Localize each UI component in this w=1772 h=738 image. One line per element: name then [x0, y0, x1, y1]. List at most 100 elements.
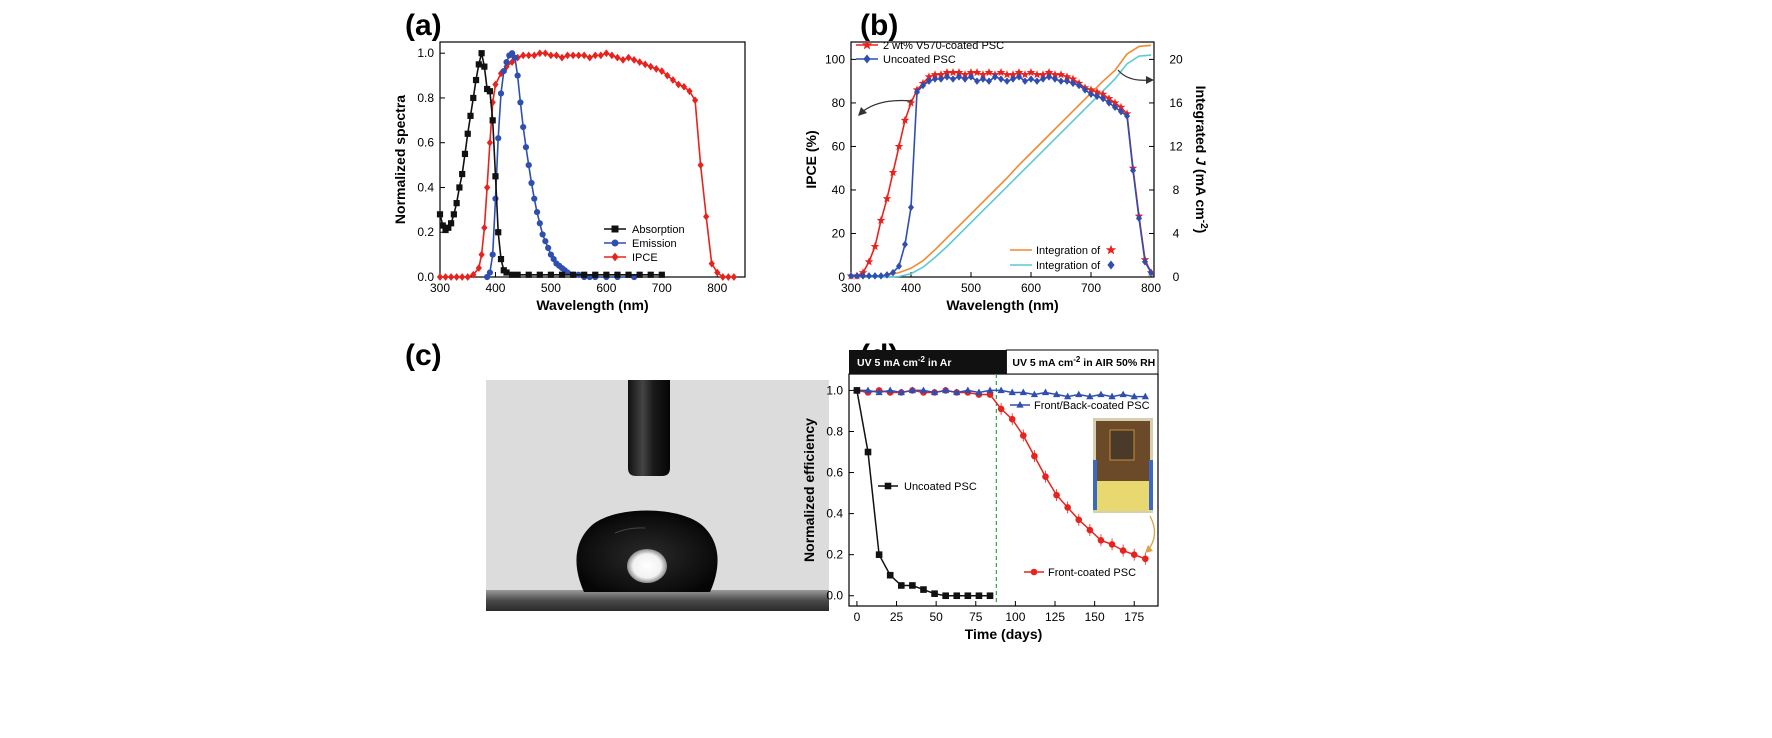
label-front: Front-coated PSC — [1024, 567, 1136, 579]
y2-axis-label-part: -2 — [1199, 220, 1210, 229]
left-axis-arrow — [861, 99, 913, 113]
data-point — [1088, 90, 1094, 98]
data-point — [964, 386, 972, 394]
y2-axis-label-part: Integrated — [1193, 86, 1209, 158]
data-point — [550, 255, 557, 263]
label-front-back: Front/Back-coated PSC — [1010, 400, 1150, 412]
data-point — [619, 56, 627, 64]
x-tick-label: 600 — [1021, 281, 1041, 295]
data-point — [920, 586, 927, 593]
inset-pointer-arrow — [1147, 515, 1156, 551]
data-point — [1050, 70, 1060, 79]
data-point — [603, 49, 610, 58]
data-point — [542, 49, 549, 58]
data-point — [1032, 70, 1042, 79]
contact-angle-photo — [486, 380, 829, 611]
data-point — [1148, 268, 1154, 277]
data-point — [1141, 392, 1149, 400]
y-axis-label: Normalized spectra — [392, 95, 408, 224]
data-point — [1098, 89, 1108, 98]
data-point — [1038, 70, 1048, 79]
legend-glyph — [1105, 244, 1117, 255]
series-line — [851, 44, 1152, 278]
legend-marker — [861, 39, 873, 50]
data-point — [558, 53, 566, 62]
y2-tick-label: 16 — [1169, 96, 1183, 110]
data-point — [459, 273, 466, 281]
data-point — [853, 387, 861, 394]
data-point — [614, 53, 621, 62]
series-integration-uncoated — [851, 54, 1152, 278]
data-point — [475, 61, 482, 68]
data-point — [936, 70, 946, 79]
y-axis-label: IPCE (%) — [803, 130, 819, 188]
data-point — [730, 273, 738, 281]
data-point — [680, 82, 688, 91]
y-tick-label: 60 — [832, 139, 846, 153]
series-uncoated-psc — [848, 73, 1154, 280]
data-point — [900, 115, 910, 124]
header-part: -2 — [918, 355, 926, 364]
data-point — [1052, 390, 1061, 398]
data-point — [517, 99, 524, 106]
header-ar-bar — [849, 350, 1007, 374]
data-point — [1130, 166, 1136, 175]
data-point — [896, 262, 902, 270]
label-uncoated: Uncoated PSC — [878, 481, 977, 493]
data-point — [1052, 75, 1058, 83]
data-point — [597, 51, 604, 60]
header-ar-label: UV 5 mA cm-2 in Ar — [857, 355, 951, 370]
data-point — [569, 51, 577, 60]
data-point — [986, 592, 994, 600]
data-point — [603, 271, 610, 278]
data-point — [1002, 70, 1012, 79]
data-point — [691, 96, 699, 105]
y-tick-label: 0.0 — [826, 589, 843, 603]
data-point — [866, 272, 872, 280]
data-point — [1028, 75, 1034, 83]
data-point — [1130, 392, 1138, 400]
data-point — [938, 75, 944, 83]
data-point — [542, 238, 549, 245]
data-point — [1034, 77, 1040, 85]
data-point — [470, 270, 477, 279]
legend-label: Uncoated PSC — [883, 54, 956, 66]
data-point — [924, 72, 934, 81]
data-point — [1044, 68, 1054, 77]
data-point — [1008, 388, 1016, 396]
data-point — [870, 242, 880, 251]
data-point — [1022, 77, 1028, 85]
data-point — [1097, 390, 1105, 398]
legend-label: Emission — [632, 238, 677, 250]
data-point — [966, 68, 976, 77]
data-point — [525, 271, 532, 278]
data-point — [464, 130, 471, 137]
x-tick-label: 125 — [1045, 610, 1065, 624]
data-point — [703, 212, 710, 221]
needle — [628, 380, 670, 476]
data-point — [470, 94, 477, 102]
x-tick-label: 100 — [1005, 610, 1025, 624]
data-point — [492, 195, 499, 202]
y2-tick-label: 8 — [1173, 183, 1180, 197]
data-point — [968, 73, 974, 81]
data-point — [520, 51, 527, 60]
x-tick-label: 175 — [1124, 610, 1144, 624]
data-point — [1086, 392, 1094, 400]
label-marker — [884, 482, 892, 490]
data-point — [962, 75, 968, 83]
data-point — [886, 571, 894, 579]
x-tick-label: 600 — [596, 281, 616, 295]
data-point — [897, 388, 905, 396]
data-point — [960, 70, 970, 79]
data-point — [658, 271, 665, 278]
data-point — [564, 51, 571, 60]
series-ipce — [436, 49, 738, 281]
legend-label: Absorption — [632, 224, 685, 236]
data-point — [675, 80, 682, 89]
data-point — [489, 251, 496, 258]
header-part: in Ar — [925, 357, 951, 369]
data-point — [461, 150, 469, 158]
data-point — [914, 88, 920, 96]
data-point — [536, 49, 543, 58]
